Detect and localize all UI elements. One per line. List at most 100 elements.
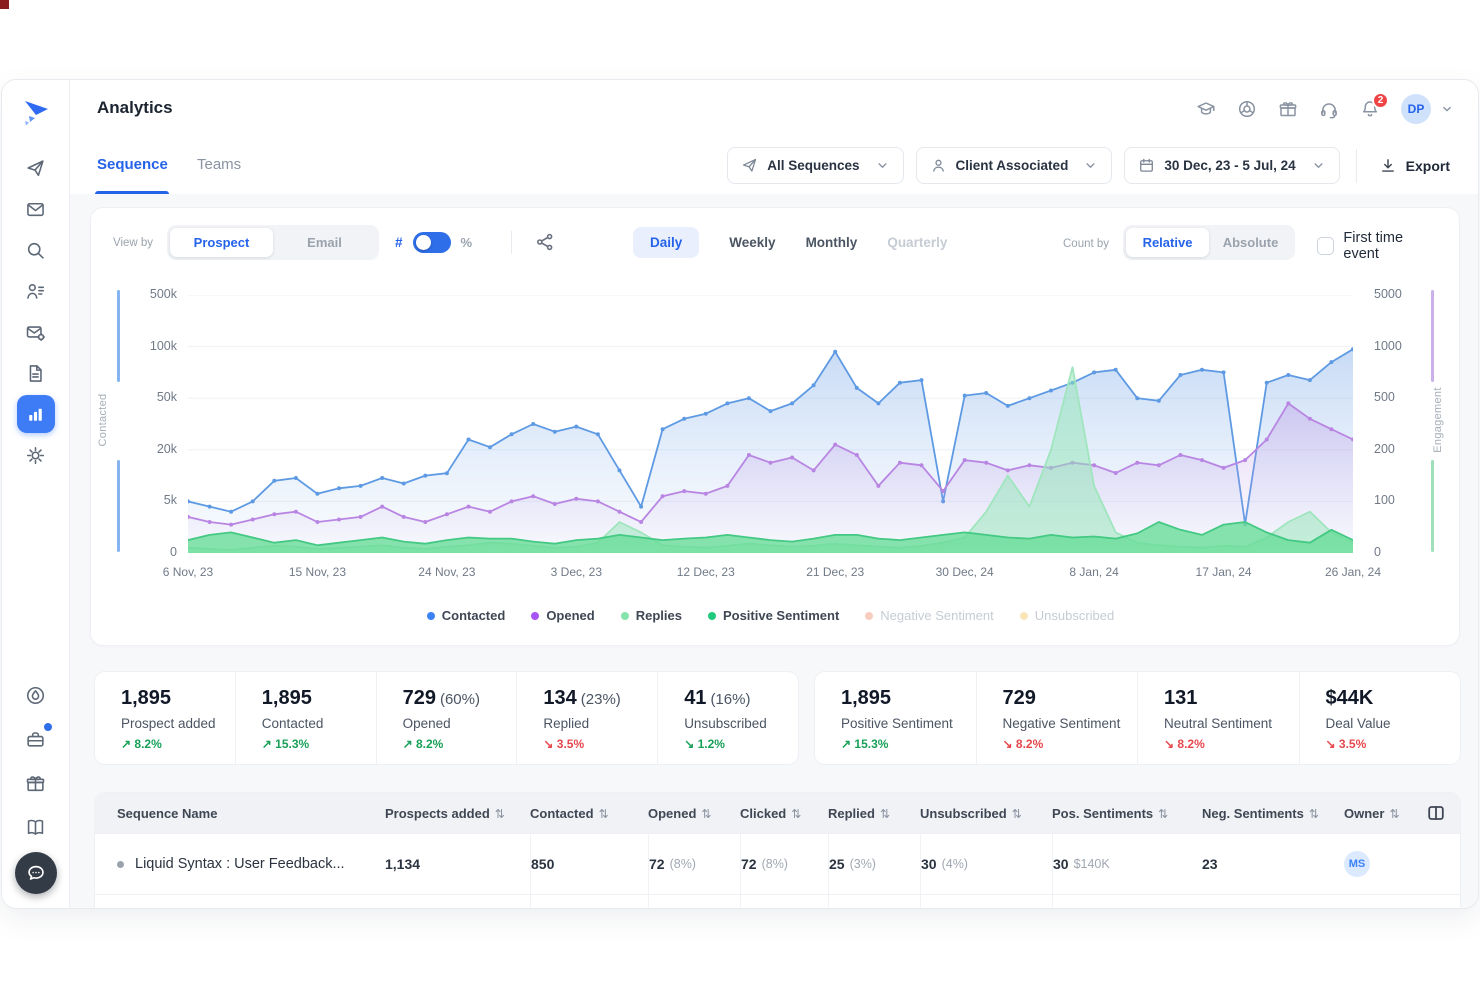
owner-avatar[interactable]: MS (1344, 851, 1370, 877)
column-header-owner[interactable]: Owner ⇅ (1344, 805, 1400, 821)
column-header-pos-sentiments[interactable]: Pos. Sentiments ⇅ (1052, 805, 1169, 821)
table-cell-partial (1052, 895, 1202, 908)
sidebar-item-email-setup[interactable] (17, 313, 55, 351)
sidebar-item-inbox[interactable] (17, 190, 55, 228)
stat-replied: 134 (23%) Replied ↘ 3.5% (516, 672, 657, 764)
first-time-event-checkbox[interactable] (1317, 237, 1335, 255)
period-daily[interactable]: Daily (633, 227, 700, 258)
legend-item-replies[interactable]: Replies (620, 608, 682, 623)
share-icon[interactable] (535, 232, 555, 252)
table-cell: 25 (3%) (828, 834, 920, 894)
stat-negative-sentiment: 729 Negative Sentiment ↘ 8.2% (975, 672, 1138, 764)
count-by-absolute[interactable]: Absolute (1222, 235, 1279, 250)
headset-icon[interactable] (1319, 99, 1339, 119)
legend-item-positive-sentiment[interactable]: Positive Sentiment (707, 608, 839, 623)
sidebar-item-resources[interactable] (17, 808, 55, 846)
bell-icon[interactable]: 2 (1360, 92, 1389, 119)
stat-trend: ↘ 8.2% (1164, 737, 1205, 751)
column-header-contacted[interactable]: Contacted ⇅ (530, 805, 609, 821)
period-weekly[interactable]: Weekly (729, 235, 776, 250)
sidebar (2, 80, 70, 908)
column-header-unsubscribed[interactable]: Unsubscribed ⇅ (920, 805, 1022, 821)
column-header-neg-sentiments[interactable]: Neg. Sentiments ⇅ (1202, 805, 1319, 821)
corner-artifact (0, 0, 9, 9)
sidebar-item-chat[interactable] (14, 852, 57, 894)
stat-value: 131 (1164, 687, 1198, 709)
stat-trend: ↗ 15.3% (841, 737, 889, 751)
x-tick: 17 Jan, 24 (1195, 565, 1252, 579)
right-axis-rail-top (1431, 290, 1434, 382)
gift-icon[interactable] (1278, 99, 1298, 119)
y-tick-right: 0 (1374, 545, 1381, 559)
column-header-opened[interactable]: Opened ⇅ (648, 805, 712, 821)
legend-item-negative-sentiment[interactable]: Negative Sentiment (865, 608, 994, 623)
count-by-relative[interactable]: Relative (1126, 228, 1209, 257)
view-by-segment: Prospect Email (167, 225, 379, 260)
legend-item-opened[interactable]: Opened (531, 608, 595, 623)
table-row[interactable]: Liquid Syntax : User Feedback... 1,134 850… (95, 833, 1460, 894)
download-icon (1379, 157, 1397, 175)
avatar-chevron-down-icon[interactable] (1440, 102, 1454, 116)
x-tick: 8 Jan, 24 (1069, 565, 1119, 579)
sidebar-item-prospects[interactable] (17, 272, 55, 310)
view-by-label: View by (113, 237, 154, 249)
chevron-down-icon (875, 158, 890, 173)
table-cell-partial (828, 895, 920, 908)
columns-icon[interactable] (1426, 803, 1460, 823)
right-axis-rail-bottom (1431, 460, 1434, 552)
count-unit-toggle[interactable] (412, 232, 451, 253)
column-header-prospects-added[interactable]: Prospects added ⇅ (385, 805, 505, 821)
stat-value: 1,895 (841, 687, 892, 709)
tab-sequence[interactable]: Sequence (97, 156, 168, 173)
stat-label: Unsubscribed (684, 716, 767, 731)
date-range-picker[interactable]: 30 Dec, 23 - 5 Jul, 24 (1124, 147, 1340, 184)
analytics-chart (188, 295, 1353, 553)
first-time-event-toggle[interactable]: First time event (1317, 230, 1439, 262)
period-quarterly[interactable]: Quarterly (887, 235, 948, 250)
sidebar-item-sequences[interactable] (17, 149, 55, 187)
y-tick-right: 100 (1374, 493, 1395, 508)
legend-item-contacted[interactable]: Contacted (426, 608, 505, 623)
sidebar-item-templates[interactable] (17, 354, 55, 392)
sort-icon: ⇅ (1308, 806, 1319, 821)
export-button[interactable]: Export (1367, 157, 1462, 175)
column-header-replied[interactable]: Replied ⇅ (828, 805, 891, 821)
column-header-clicked[interactable]: Clicked ⇅ (740, 805, 802, 821)
sequences-filter-dropdown[interactable]: All Sequences (727, 147, 904, 184)
sort-icon: ⇅ (879, 806, 891, 821)
unit-percent-label: % (460, 235, 473, 250)
table-cell: 23 (1202, 856, 1218, 872)
sort-icon: ⇅ (791, 806, 802, 821)
view-by-prospect[interactable]: Prospect (170, 228, 273, 257)
user-avatar[interactable]: DP (1401, 94, 1431, 124)
sort-icon: ⇅ (598, 806, 609, 821)
stat-label: Opened (402, 716, 451, 731)
sidebar-item-deals[interactable] (17, 720, 55, 758)
sidebar-item-rewards[interactable] (17, 764, 55, 802)
table-cell: 30 $140K (1052, 834, 1202, 894)
user-icon (930, 157, 947, 174)
tab-teams[interactable]: Teams (197, 156, 242, 173)
sort-icon: ⇅ (701, 806, 712, 821)
graduation-cap-icon[interactable] (1196, 99, 1216, 119)
legend-dot (620, 611, 629, 620)
sidebar-item-analytics[interactable] (16, 395, 55, 433)
legend-item-unsubscribed[interactable]: Unsubscribed (1019, 608, 1114, 623)
life-buoy-icon[interactable] (1237, 99, 1257, 119)
client-filter-dropdown[interactable]: Client Associated (915, 147, 1113, 184)
view-by-email[interactable]: Email (307, 235, 342, 250)
period-monthly[interactable]: Monthly (805, 235, 858, 250)
notification-badge: 2 (1372, 92, 1389, 109)
sidebar-item-whats-new[interactable] (17, 676, 55, 714)
stat-value: $44K (1325, 687, 1374, 709)
sidebar-item-settings[interactable] (17, 436, 55, 474)
sort-icon: ⇅ (1011, 806, 1022, 821)
app-logo[interactable] (20, 96, 52, 128)
divider (1355, 148, 1357, 183)
stat-value: 729 (60%) (402, 687, 480, 709)
table-cell: 30 (4%) (920, 834, 1052, 894)
table-cell: 72 (8%) (648, 834, 740, 894)
right-axis-label: Engagement (1432, 387, 1444, 453)
sidebar-item-search[interactable] (17, 231, 55, 269)
